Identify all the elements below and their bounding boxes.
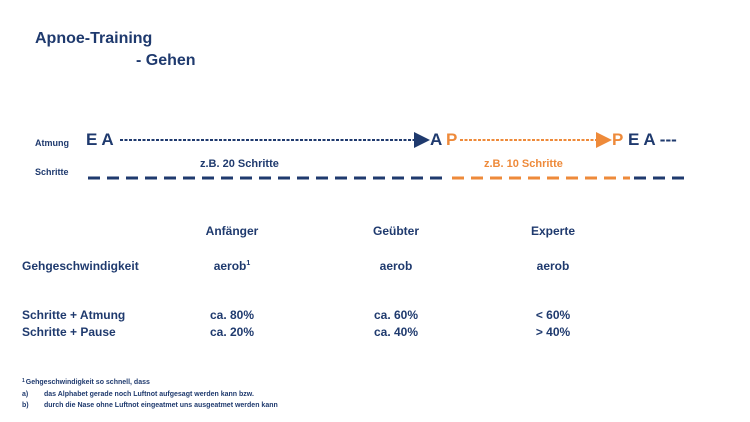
cell: ca. 60% bbox=[374, 308, 418, 322]
cell-note: 1 bbox=[246, 260, 250, 267]
cell-text: aerob bbox=[537, 259, 570, 273]
footnote-items: a) das Alphabet gerade noch Luftnot aufge… bbox=[22, 391, 278, 409]
schritte-label: Schritte bbox=[35, 167, 69, 177]
title: Apnoe-Training bbox=[35, 30, 152, 47]
cell: aerob bbox=[380, 259, 413, 273]
column-header: Experte bbox=[531, 224, 575, 238]
column-header: Anfänger bbox=[206, 224, 259, 238]
pause-end: P bbox=[612, 130, 623, 149]
table: Anfänger Geübter Experte Gehgeschwindigkeit… bbox=[22, 224, 575, 339]
cell: ca. 80% bbox=[210, 308, 254, 322]
cell: ca. 40% bbox=[374, 325, 418, 339]
cell-text: ca. 60% bbox=[374, 308, 418, 322]
cell: < 60% bbox=[536, 308, 571, 322]
cell-text: ca. 20% bbox=[210, 325, 254, 339]
pause-steps: z.B. 10 Schritte bbox=[484, 158, 563, 170]
row-label: Schritte + Pause bbox=[22, 325, 116, 339]
footnote-text: Gehgeschwindigkeit so schnell, dass bbox=[26, 379, 150, 386]
breathing-steps: z.B. 20 Schritte bbox=[200, 158, 279, 170]
cell: ca. 20% bbox=[210, 325, 254, 339]
cell-text: > 40% bbox=[536, 325, 571, 339]
column-header: Geübter bbox=[373, 224, 419, 238]
cell: > 40% bbox=[536, 325, 571, 339]
start-label: E A bbox=[86, 130, 114, 149]
footnote: 1Gehgeschwindigkeit so schnell, dass bbox=[22, 378, 150, 386]
footnote-item-marker: a) bbox=[22, 391, 28, 398]
row-label: Schritte + Atmung bbox=[22, 308, 125, 322]
cell-text: ca. 80% bbox=[210, 308, 254, 322]
footnote-item-text: das Alphabet gerade noch Luftnot aufgesa… bbox=[44, 391, 254, 398]
apnea-start: A bbox=[430, 130, 442, 149]
pause-start: P bbox=[446, 130, 457, 149]
row-label: Gehgeschwindigkeit bbox=[22, 259, 139, 273]
cell: aerob1 bbox=[214, 259, 251, 273]
atmung-label: Atmung bbox=[35, 138, 69, 148]
footnote-item-marker: b) bbox=[22, 402, 29, 409]
end-label: E A --- bbox=[628, 130, 677, 149]
footnote-item-text: durch die Nase ohne Luftnot eingeatmet u… bbox=[44, 402, 278, 409]
cell: aerob bbox=[537, 259, 570, 273]
subtitle: - Gehen bbox=[136, 52, 196, 69]
cell-text: aerob bbox=[380, 259, 413, 273]
cell-text: ca. 40% bbox=[374, 325, 418, 339]
footnote-marker: 1 bbox=[22, 378, 25, 384]
cell-text: aerob bbox=[214, 259, 247, 273]
cell-text: < 60% bbox=[536, 308, 571, 322]
